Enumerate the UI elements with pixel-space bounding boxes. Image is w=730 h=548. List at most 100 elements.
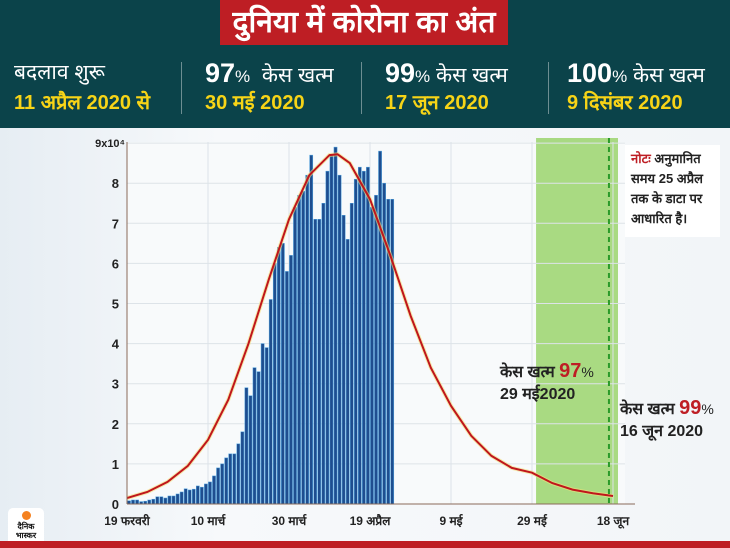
bar xyxy=(240,431,245,505)
bar xyxy=(252,367,257,505)
bar xyxy=(212,475,216,505)
bar xyxy=(151,498,156,505)
stat-label: केस खत्म xyxy=(436,64,508,87)
y-tick-label: 8 xyxy=(112,176,119,191)
bar xyxy=(358,166,362,505)
bar xyxy=(345,239,350,505)
bar xyxy=(244,387,249,505)
bar xyxy=(236,443,241,505)
bar xyxy=(285,271,289,505)
bar xyxy=(232,453,237,505)
header: दुनिया में कोरोना का अंत बदलाव शुरू 11 अ… xyxy=(0,0,730,128)
y-scale-label: 9x10⁴ xyxy=(95,138,125,150)
bar xyxy=(147,499,152,505)
divider xyxy=(181,62,182,114)
stat-pct: 99 xyxy=(385,58,416,88)
annotation-label: केस खत्म xyxy=(620,401,675,418)
bar xyxy=(281,243,285,505)
annotation-pct-sign: % xyxy=(581,364,594,380)
bar xyxy=(321,203,326,505)
x-tick-label: 18 जून xyxy=(597,514,631,529)
stat-pct-sign: % xyxy=(235,67,251,86)
bar xyxy=(301,190,305,505)
y-tick-label: 7 xyxy=(112,216,119,231)
bottom-bar xyxy=(0,541,730,548)
bar xyxy=(196,485,200,505)
stat-start: बदलाव शुरू 11 अप्रैल 2020 से xyxy=(14,58,150,115)
bar xyxy=(208,481,212,505)
bar xyxy=(260,343,265,505)
bar xyxy=(256,371,261,505)
stat-pct: 97 xyxy=(205,58,236,88)
annotation-date: 16 जून 2020 xyxy=(620,423,704,440)
page-title: दुनिया में कोरोना का अंत xyxy=(220,0,508,45)
bar xyxy=(159,496,164,505)
annotation-pct-sign: % xyxy=(701,401,714,417)
bar xyxy=(374,194,378,505)
bar xyxy=(171,495,176,505)
stat-99: 99% केस खत्म 17 जून 2020 xyxy=(385,58,508,115)
bar xyxy=(272,263,277,505)
stat-pct-sign: % xyxy=(415,67,431,86)
bar xyxy=(329,154,334,505)
bar xyxy=(337,174,342,505)
bar xyxy=(163,497,168,505)
bar xyxy=(325,170,330,505)
stat-pct: 100 xyxy=(567,58,613,88)
shaded-region xyxy=(536,138,618,504)
y-tick-label: 6 xyxy=(112,256,119,271)
bar xyxy=(289,255,293,505)
bar xyxy=(362,170,366,505)
bar xyxy=(370,207,374,505)
x-tick-label: 29 मई xyxy=(517,514,548,528)
stat-pct-sign: % xyxy=(612,67,628,86)
bar xyxy=(187,489,192,505)
stat-97: 97% केस खत्म 30 मई 2020 xyxy=(205,58,334,115)
logo-line2: भास्कर xyxy=(15,531,37,540)
bar xyxy=(248,395,253,505)
bar xyxy=(135,499,139,505)
bar xyxy=(341,215,346,505)
stat-date: 9 दिसंबर 2020 xyxy=(567,92,683,114)
y-tick-label: 0 xyxy=(112,497,119,512)
bar xyxy=(305,174,310,505)
bar xyxy=(131,499,135,505)
x-tick-label: 30 मार्च xyxy=(272,514,308,528)
note-box: नोटः अनुमानित समय 25 अप्रैल तक के डाटा प… xyxy=(625,145,720,237)
bar xyxy=(200,486,204,505)
y-tick-label: 2 xyxy=(112,417,119,432)
stat-label: केस खत्म xyxy=(261,64,334,87)
bar xyxy=(228,453,233,505)
y-tick-label: 4 xyxy=(112,337,120,352)
stat-date: 11 अप्रैल 2020 से xyxy=(14,92,151,114)
y-tick-label: 3 xyxy=(112,377,119,392)
annotation-99: केस खत्म 99% 16 जून 2020 xyxy=(620,397,714,443)
divider xyxy=(361,62,362,114)
bar xyxy=(390,198,395,505)
fitted-curve xyxy=(126,153,614,499)
bar xyxy=(333,146,338,505)
stat-date: 17 जून 2020 xyxy=(385,92,489,114)
bar xyxy=(297,194,301,505)
bar xyxy=(220,463,224,505)
bar xyxy=(313,219,318,505)
x-tick-label: 9 मई xyxy=(439,514,463,528)
divider xyxy=(548,62,549,114)
bar xyxy=(155,496,160,505)
annotation-label: केस खत्म xyxy=(500,364,555,381)
annotation-97: केस खत्म 97% 29 मई2020 xyxy=(500,360,594,406)
bar xyxy=(167,495,172,505)
bar xyxy=(224,457,229,505)
y-tick-label: 5 xyxy=(112,297,119,312)
x-tick-label: 10 मार्च xyxy=(191,514,227,528)
stat-label: बदलाव शुरू xyxy=(14,61,105,84)
x-tick-label: 19 अप्रैल xyxy=(350,514,392,528)
bar xyxy=(264,347,269,505)
stat-date: 30 मई 2020 xyxy=(205,92,305,114)
bar xyxy=(366,166,370,505)
bar xyxy=(309,154,314,505)
bar xyxy=(216,467,220,505)
bar xyxy=(293,207,297,505)
bar xyxy=(204,483,208,505)
